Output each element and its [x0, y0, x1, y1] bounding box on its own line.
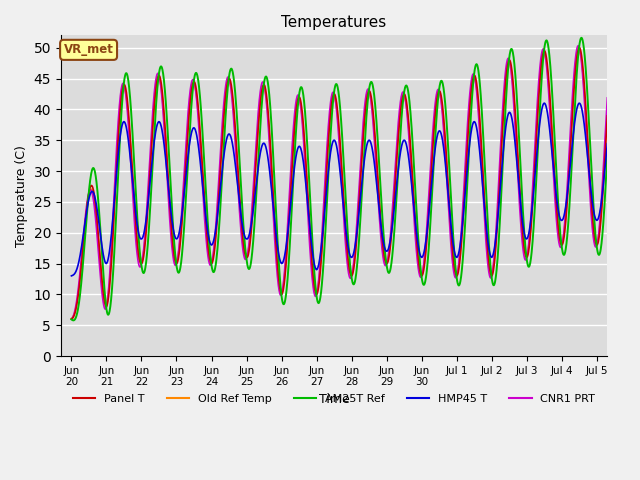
- HMP45 T: [360, 165, 367, 170]
- Panel T: [604, 113, 611, 119]
- Panel T: [360, 131, 367, 137]
- Panel T: [586, 174, 594, 180]
- Panel T: [602, 134, 610, 140]
- CNR1 PRT: [465, 102, 473, 108]
- Old Ref Temp: [124, 101, 131, 107]
- X-axis label: Time: Time: [319, 393, 349, 406]
- HMP45 T: [124, 129, 131, 135]
- AM25T Ref: [465, 145, 473, 151]
- Line: CNR1 PRT: CNR1 PRT: [72, 46, 607, 319]
- Y-axis label: Temperature (C): Temperature (C): [15, 145, 28, 247]
- HMP45 T: [129, 183, 137, 189]
- Title: Temperatures: Temperatures: [282, 15, 387, 30]
- AM25T Ref: [360, 157, 367, 163]
- Panel T: [68, 316, 76, 322]
- CNR1 PRT: [129, 197, 137, 203]
- CNR1 PRT: [124, 106, 131, 111]
- CNR1 PRT: [586, 192, 594, 198]
- Old Ref Temp: [586, 179, 594, 184]
- Line: HMP45 T: HMP45 T: [72, 103, 607, 276]
- Line: Panel T: Panel T: [72, 48, 607, 319]
- HMP45 T: [586, 177, 594, 183]
- AM25T Ref: [129, 143, 137, 149]
- AM25T Ref: [68, 316, 76, 322]
- Panel T: [124, 96, 131, 101]
- CNR1 PRT: [68, 316, 76, 322]
- CNR1 PRT: [575, 43, 582, 48]
- HMP45 T: [540, 100, 548, 106]
- AM25T Ref: [577, 35, 585, 41]
- HMP45 T: [602, 153, 610, 159]
- Panel T: [129, 178, 137, 184]
- Old Ref Temp: [604, 108, 611, 114]
- Panel T: [465, 118, 473, 124]
- Panel T: [575, 45, 583, 50]
- HMP45 T: [68, 273, 76, 279]
- AM25T Ref: [602, 169, 610, 175]
- Old Ref Temp: [129, 184, 137, 190]
- CNR1 PRT: [604, 95, 611, 101]
- AM25T Ref: [124, 72, 131, 78]
- Line: AM25T Ref: AM25T Ref: [72, 38, 607, 320]
- HMP45 T: [465, 148, 473, 154]
- HMP45 T: [604, 141, 611, 146]
- CNR1 PRT: [360, 116, 367, 122]
- Old Ref Temp: [602, 128, 610, 134]
- AM25T Ref: [604, 150, 611, 156]
- CNR1 PRT: [602, 115, 610, 121]
- Line: Old Ref Temp: Old Ref Temp: [72, 51, 607, 319]
- Old Ref Temp: [465, 115, 473, 120]
- AM25T Ref: [586, 141, 594, 147]
- Old Ref Temp: [360, 128, 367, 133]
- AM25T Ref: [70, 317, 77, 323]
- Old Ref Temp: [575, 48, 582, 54]
- Old Ref Temp: [68, 316, 76, 322]
- Text: VR_met: VR_met: [63, 43, 113, 56]
- Legend: Panel T, Old Ref Temp, AM25T Ref, HMP45 T, CNR1 PRT: Panel T, Old Ref Temp, AM25T Ref, HMP45 …: [68, 389, 600, 408]
